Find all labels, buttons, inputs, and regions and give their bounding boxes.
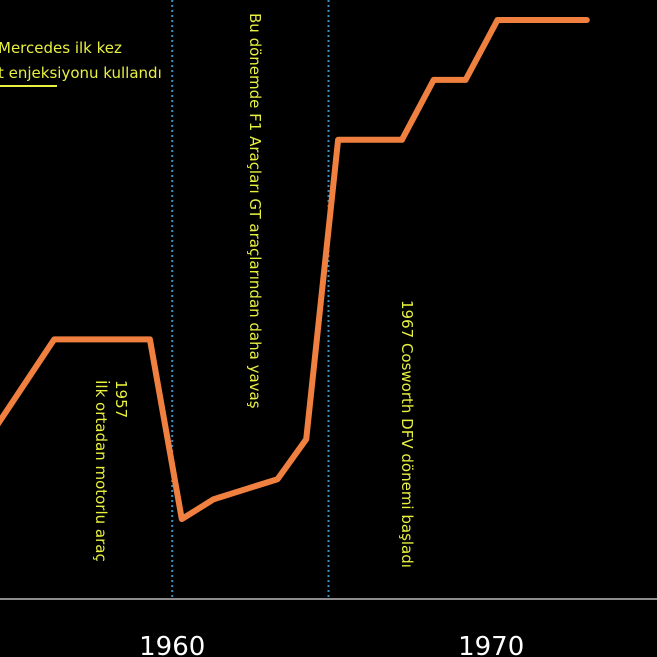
annotation-mercedes-line2: t enjeksiyonu kullandı — [0, 64, 162, 82]
annotation-mercedes-line1: Mercedes ilk kez — [0, 39, 122, 57]
series-line — [0, 17, 590, 523]
annotation-1957: 1957 — [112, 380, 130, 418]
x-tick-label-1960: 1960 — [139, 632, 205, 657]
annotation-cosworth: 1967 Cosworth DFV dönemi başladı — [398, 300, 416, 568]
annotation-f1-slower: Bu dönemde F1 Araçları GT araçlarından d… — [246, 13, 264, 409]
annotation-mid-engine: İlk ortadan motorlu araç — [92, 380, 111, 562]
x-tick-label-1970: 1970 — [458, 632, 524, 657]
